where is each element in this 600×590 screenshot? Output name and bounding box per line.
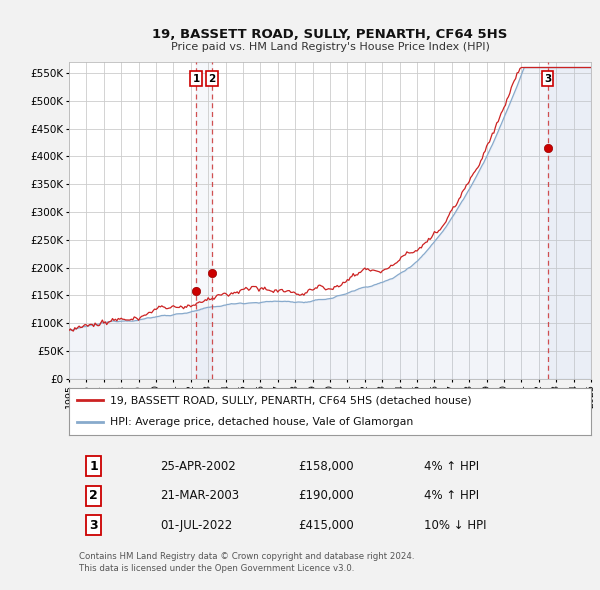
Text: 4% ↑ HPI: 4% ↑ HPI bbox=[424, 489, 479, 502]
Text: 3: 3 bbox=[544, 74, 551, 84]
Text: 4% ↑ HPI: 4% ↑ HPI bbox=[424, 460, 479, 473]
Text: 2: 2 bbox=[89, 489, 98, 502]
Bar bbox=[196, 62, 212, 379]
Text: 01-JUL-2022: 01-JUL-2022 bbox=[160, 519, 233, 532]
Text: 2: 2 bbox=[208, 74, 215, 84]
Text: 1: 1 bbox=[89, 460, 98, 473]
Text: 1: 1 bbox=[193, 74, 200, 84]
Text: HPI: Average price, detached house, Vale of Glamorgan: HPI: Average price, detached house, Vale… bbox=[110, 417, 413, 427]
Text: Price paid vs. HM Land Registry's House Price Index (HPI): Price paid vs. HM Land Registry's House … bbox=[170, 42, 490, 53]
Text: £190,000: £190,000 bbox=[299, 489, 355, 502]
Text: 19, BASSETT ROAD, SULLY, PENARTH, CF64 5HS (detached house): 19, BASSETT ROAD, SULLY, PENARTH, CF64 5… bbox=[110, 395, 472, 405]
Text: 3: 3 bbox=[89, 519, 98, 532]
Text: £415,000: £415,000 bbox=[299, 519, 355, 532]
Text: £158,000: £158,000 bbox=[299, 460, 355, 473]
Text: 25-APR-2002: 25-APR-2002 bbox=[160, 460, 236, 473]
Text: This data is licensed under the Open Government Licence v3.0.: This data is licensed under the Open Gov… bbox=[79, 564, 355, 573]
Text: 21-MAR-2003: 21-MAR-2003 bbox=[160, 489, 239, 502]
Bar bbox=[548, 62, 591, 379]
Text: 19, BASSETT ROAD, SULLY, PENARTH, CF64 5HS: 19, BASSETT ROAD, SULLY, PENARTH, CF64 5… bbox=[152, 28, 508, 41]
Text: 10% ↓ HPI: 10% ↓ HPI bbox=[424, 519, 487, 532]
Text: Contains HM Land Registry data © Crown copyright and database right 2024.: Contains HM Land Registry data © Crown c… bbox=[79, 552, 415, 562]
